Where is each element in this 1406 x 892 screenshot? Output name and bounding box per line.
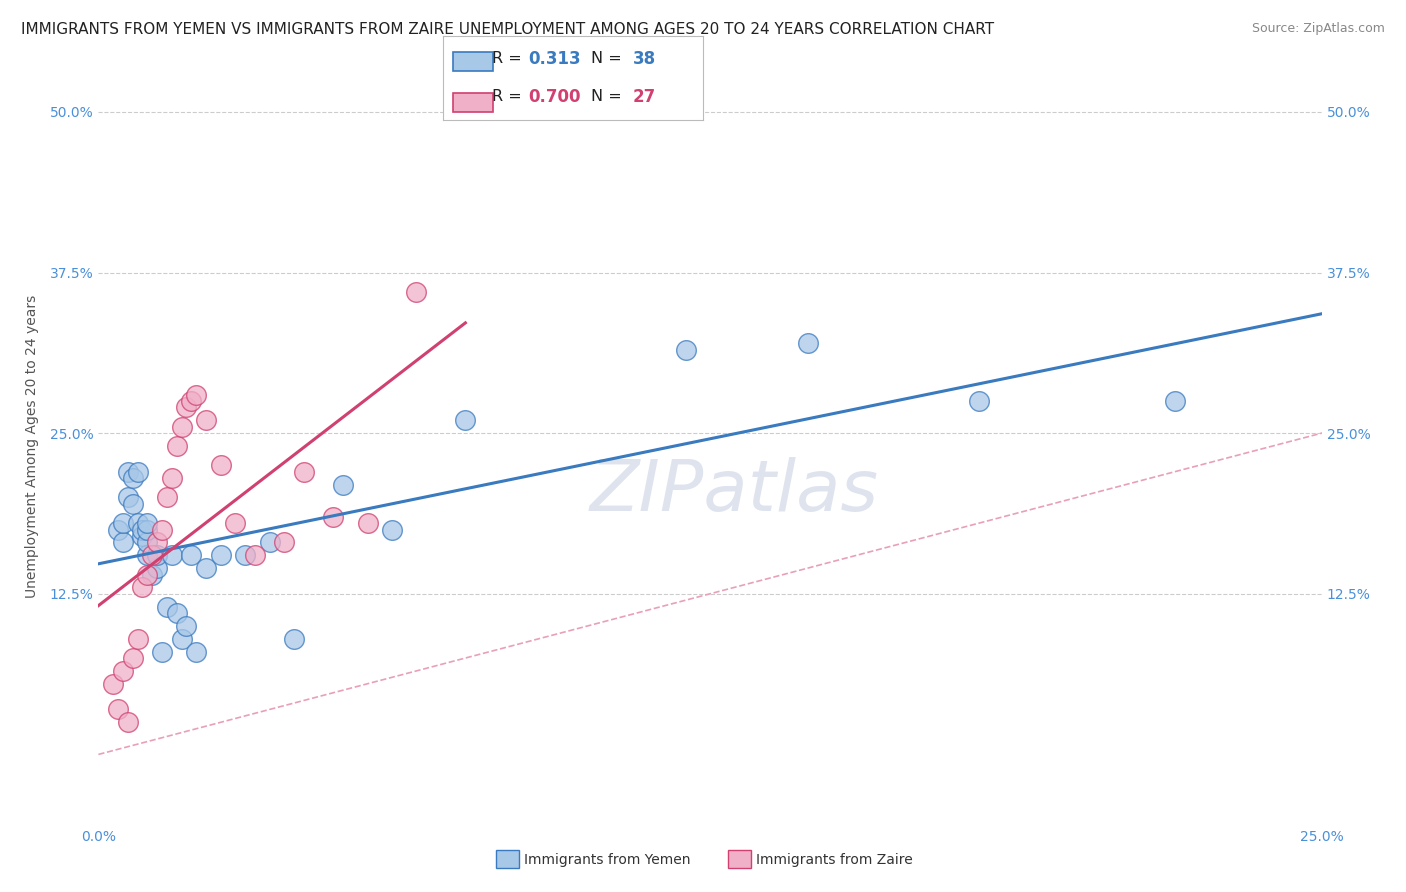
Point [136,516,159,530]
Point [141,567,163,582]
Point [176,401,198,415]
Point [131,523,153,537]
Point [176,619,198,633]
Point [146,548,169,562]
Point [131,529,153,543]
Point [224,516,246,530]
Point [150,645,173,659]
Point [283,632,305,646]
Point [156,491,179,505]
Point [233,548,256,562]
Point [259,535,281,549]
Point [107,702,129,716]
Point [322,509,344,524]
Point [675,343,697,357]
Point [121,651,143,665]
Point [107,523,129,537]
Point [160,471,183,485]
Point [127,516,149,530]
Text: 38: 38 [633,50,655,68]
Point [101,677,124,691]
Point [136,548,159,562]
Text: R =: R = [492,51,527,66]
Point [166,439,188,453]
Point [146,561,169,575]
Point [117,715,139,730]
Point [797,336,820,351]
Point [131,580,153,594]
Point [332,477,354,491]
Point [195,413,218,427]
Point [150,523,173,537]
Point [405,285,427,299]
Point [454,413,477,427]
Point [136,535,159,549]
Point [209,458,232,473]
Point [195,561,218,575]
Text: 27: 27 [633,87,657,105]
Text: Immigrants from Zaire: Immigrants from Zaire [756,853,912,867]
Point [180,548,202,562]
Point [186,645,208,659]
Point [356,516,378,530]
Point [136,523,159,537]
Point [127,465,149,479]
Point [127,632,149,646]
Point [1164,394,1187,409]
Point [967,394,990,409]
Point [243,548,266,562]
Point [170,419,193,434]
Point [292,465,315,479]
FancyBboxPatch shape [453,53,494,71]
Point [117,491,139,505]
Point [180,394,202,409]
Text: Immigrants from Yemen: Immigrants from Yemen [524,853,690,867]
Text: N =: N = [591,89,627,104]
Point [156,599,179,614]
Y-axis label: Unemployment Among Ages 20 to 24 years: Unemployment Among Ages 20 to 24 years [24,294,38,598]
Point [146,535,169,549]
Text: ZIPatlas: ZIPatlas [591,457,879,526]
Point [186,387,208,401]
Point [111,535,134,549]
Text: N =: N = [591,51,627,66]
Text: R =: R = [492,89,527,104]
Point [209,548,232,562]
Point [136,567,159,582]
Text: 0.313: 0.313 [529,50,581,68]
Point [273,535,295,549]
Text: Source: ZipAtlas.com: Source: ZipAtlas.com [1251,22,1385,36]
Point [166,606,188,620]
Point [111,516,134,530]
Text: 0.700: 0.700 [529,87,581,105]
Point [160,548,183,562]
FancyBboxPatch shape [453,93,494,112]
Point [111,664,134,678]
Point [170,632,193,646]
Point [121,497,143,511]
Point [121,471,143,485]
Point [381,523,404,537]
Point [141,548,163,562]
Text: IMMIGRANTS FROM YEMEN VS IMMIGRANTS FROM ZAIRE UNEMPLOYMENT AMONG AGES 20 TO 24 : IMMIGRANTS FROM YEMEN VS IMMIGRANTS FROM… [21,22,994,37]
Point [117,465,139,479]
